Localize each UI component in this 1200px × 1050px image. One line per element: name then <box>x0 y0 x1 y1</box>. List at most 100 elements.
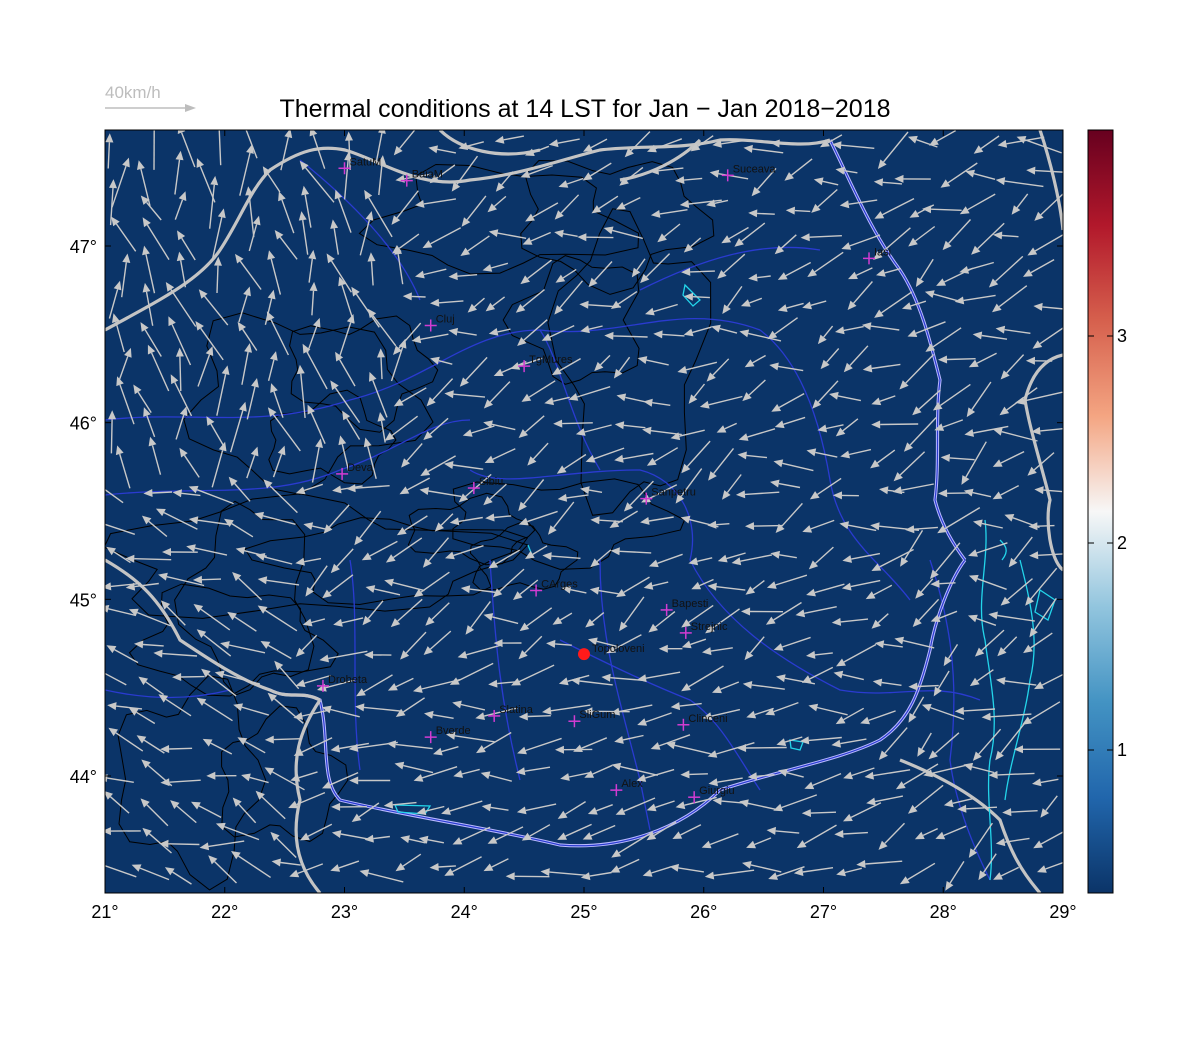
border-line <box>899 758 1042 893</box>
wind-vector <box>1025 356 1053 365</box>
contour-line <box>469 522 579 591</box>
wind-vector <box>208 855 237 884</box>
wind-vector <box>206 416 225 447</box>
wind-vector <box>105 827 141 836</box>
wind-vector <box>802 300 827 310</box>
wind-vector <box>922 205 962 214</box>
wind-vector <box>874 291 913 318</box>
wind-vector <box>267 250 282 295</box>
wind-vector <box>556 453 587 474</box>
wind-vector <box>776 674 816 685</box>
wind-vector <box>395 697 425 717</box>
city-label: Iasi <box>874 246 891 258</box>
wind-vector <box>873 178 903 187</box>
river-line <box>469 469 694 561</box>
wind-vector <box>1031 426 1063 435</box>
wind-vector <box>997 636 1018 657</box>
wind-vector <box>278 191 295 234</box>
wind-vector <box>141 515 168 538</box>
wind-vector <box>158 694 192 717</box>
y-tick-label: 45° <box>70 590 97 610</box>
wind-vector <box>648 553 683 568</box>
wind-vector <box>590 549 612 568</box>
wind-vector <box>444 390 486 399</box>
wind-vector <box>393 130 416 156</box>
wind-vector <box>1026 166 1063 175</box>
wind-vector <box>613 356 631 379</box>
wind-vector <box>864 769 911 780</box>
wind-vector <box>140 322 162 357</box>
wind-vector <box>737 451 768 460</box>
wind-vector <box>248 215 261 252</box>
wind-vector <box>333 617 364 627</box>
wind-vector <box>657 223 681 243</box>
wind-vector <box>972 728 1002 761</box>
wind-vector <box>606 634 642 654</box>
wind-vector <box>681 440 711 474</box>
border-line <box>438 130 541 156</box>
wind-vector <box>518 479 545 512</box>
wind-vector <box>267 692 304 724</box>
colorbar: 1 2 3 <box>1087 129 1127 894</box>
wind-vector <box>413 571 450 598</box>
wind-vector <box>820 134 843 148</box>
wind-vector <box>712 681 740 694</box>
wind-vector <box>735 490 780 499</box>
wind-vector <box>908 135 938 148</box>
wind-vector <box>224 518 254 538</box>
x-tick-label: 29° <box>1049 902 1076 922</box>
wind-vector <box>365 585 401 596</box>
wind-vector <box>143 489 173 497</box>
wind-vector <box>594 354 611 372</box>
wind-vector <box>829 391 862 402</box>
wind-vector <box>237 321 258 351</box>
wind-vector <box>1011 193 1029 215</box>
wind-vector <box>302 618 326 627</box>
wind-vector <box>938 489 970 498</box>
wind-vector <box>548 501 575 535</box>
wind-vector <box>481 803 509 812</box>
wind-vector <box>196 697 233 722</box>
wind-vector <box>422 537 450 568</box>
wind-vector <box>766 574 808 589</box>
wind-vector <box>214 670 261 685</box>
wind-vector <box>707 742 755 758</box>
wind-vector <box>785 206 811 215</box>
wind-vector <box>1016 136 1062 154</box>
wind-vector <box>751 167 777 197</box>
wind-vector <box>1014 745 1061 754</box>
city-marker: Bverde <box>424 725 471 744</box>
wind-vector <box>679 199 722 208</box>
wind-vector <box>908 784 944 814</box>
wind-vector <box>836 867 862 877</box>
wind-vector <box>806 583 845 597</box>
wind-vector <box>981 712 1032 721</box>
x-tick-label: 28° <box>930 902 957 922</box>
contour-line <box>117 675 267 891</box>
city-label: Alex <box>621 778 643 790</box>
city-marker: Drobeta <box>316 674 368 692</box>
wind-vector <box>769 362 804 372</box>
wind-vector <box>505 872 550 881</box>
wind-vector <box>808 703 848 716</box>
wind-vector <box>843 767 875 780</box>
wind-vector <box>1027 452 1055 476</box>
chart-title: Thermal conditions at 14 LST for Jan − J… <box>279 95 890 123</box>
wind-vector <box>770 479 801 489</box>
wind-vector <box>174 191 187 220</box>
wind-vector <box>188 516 229 526</box>
wind-vector <box>930 542 961 579</box>
wind-vector <box>493 639 522 648</box>
wind-vector <box>323 504 350 534</box>
wind-vector <box>619 596 645 632</box>
wind-vector <box>232 797 257 824</box>
wind-vector <box>359 869 404 883</box>
wind-vector <box>231 851 271 878</box>
wind-vector <box>915 258 934 287</box>
wind-vector <box>702 708 741 721</box>
wind-vector <box>707 520 730 529</box>
wind-vector <box>839 521 877 532</box>
wind-vector <box>808 546 834 570</box>
wind-vector <box>688 383 706 404</box>
highlight-label: Topoloveni <box>592 643 645 655</box>
